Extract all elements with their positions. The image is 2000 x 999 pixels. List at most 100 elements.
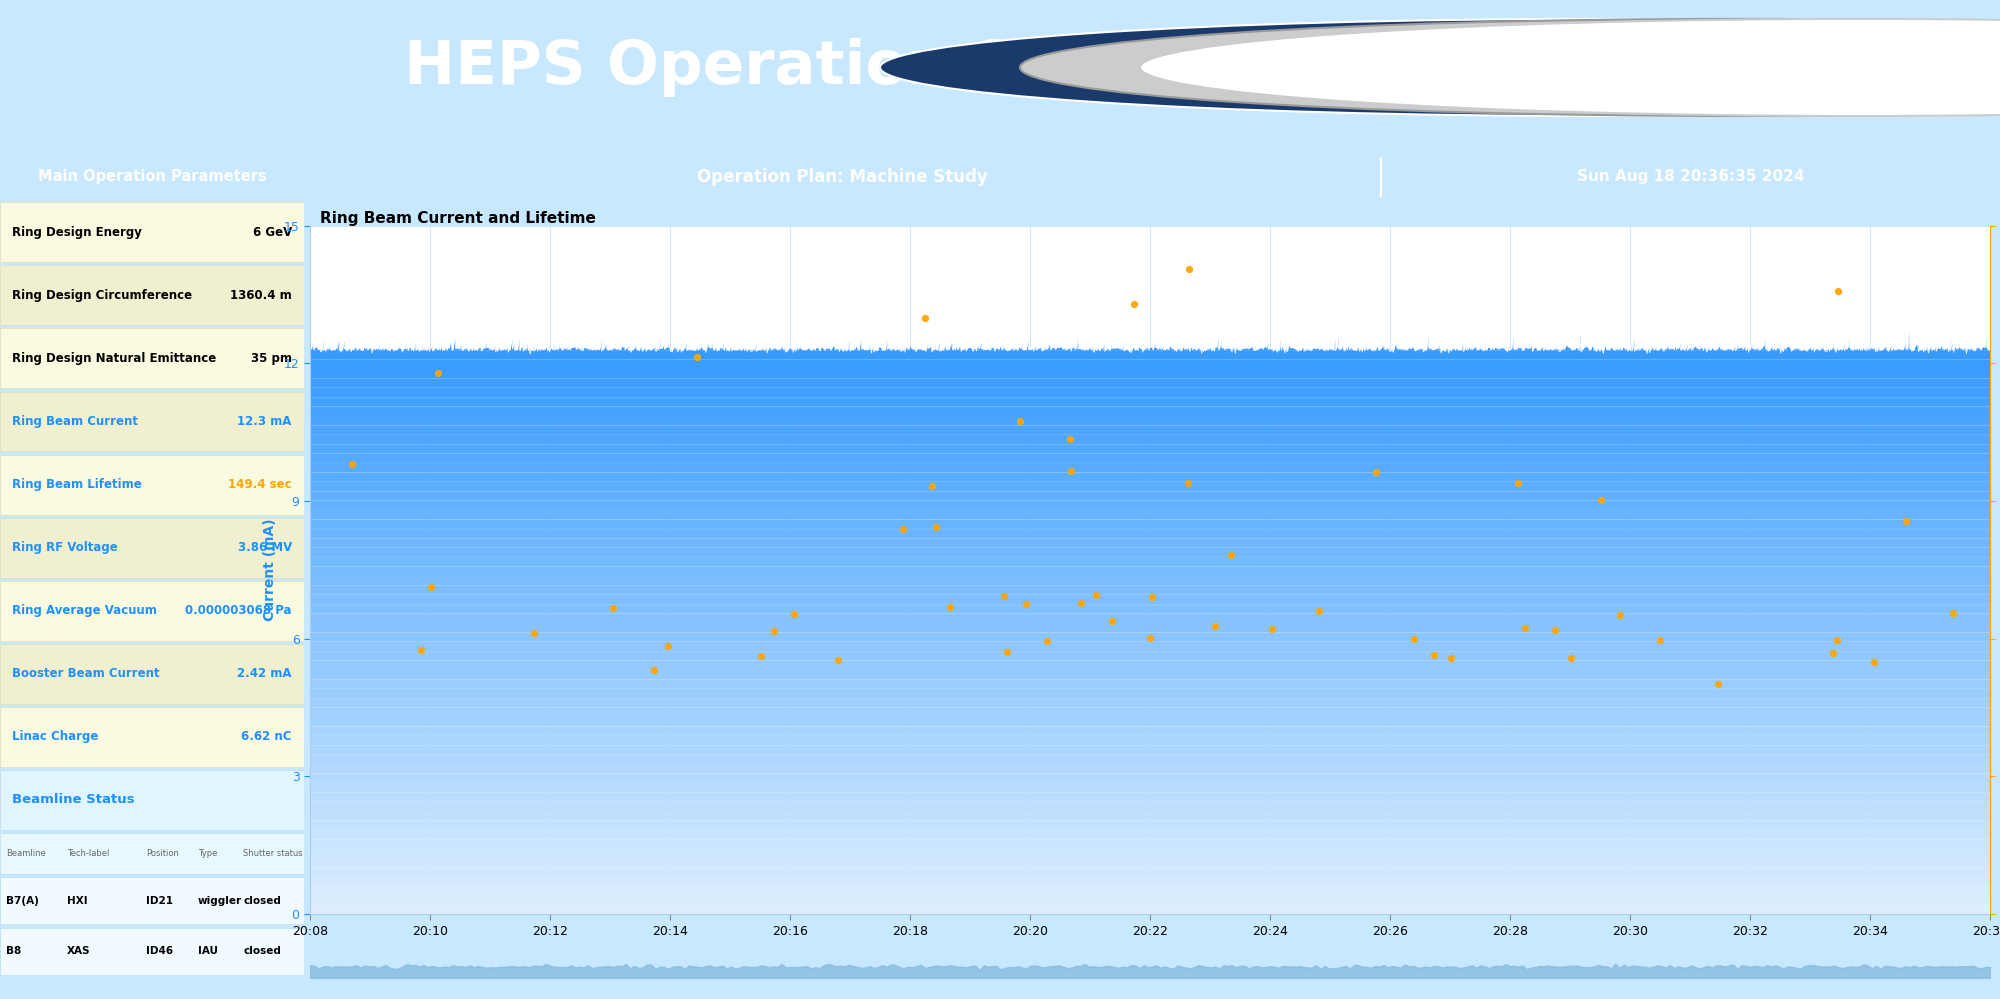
Point: [1302, 602, 1334, 618]
Text: Linac Charge: Linac Charge: [12, 730, 98, 743]
Point: [336, 456, 368, 472]
Text: HEPS Operation Status: HEPS Operation Status: [404, 38, 1196, 97]
Text: Ring Design Natural Emittance: Ring Design Natural Emittance: [12, 352, 216, 365]
Text: Type: Type: [198, 849, 216, 858]
Text: Main Operation Parameters: Main Operation Parameters: [38, 169, 266, 185]
Text: closed: closed: [244, 946, 282, 956]
Point: [988, 588, 1020, 604]
Point: [778, 605, 810, 621]
Text: 0.000003068 Pa: 0.000003068 Pa: [186, 604, 292, 617]
Text: B8: B8: [6, 946, 22, 956]
Bar: [0, 329, 304, 389]
Text: ID21: ID21: [146, 896, 172, 906]
Point: [1418, 647, 1450, 663]
Point: [758, 622, 790, 638]
Point: [518, 625, 550, 641]
Text: Beamline Status: Beamline Status: [12, 793, 134, 806]
Point: [1096, 613, 1128, 629]
Point: [1816, 644, 1848, 660]
Bar: [0, 266, 304, 326]
Point: [1398, 631, 1430, 647]
Point: [888, 521, 920, 537]
Point: [1004, 414, 1036, 430]
Point: [992, 644, 1024, 660]
Text: Operation Plan: Machine Study: Operation Plan: Machine Study: [698, 168, 988, 186]
Text: 3.86 MV: 3.86 MV: [238, 541, 292, 554]
Point: [920, 519, 952, 535]
Text: 6.62 nC: 6.62 nC: [242, 730, 292, 743]
Text: Ring RF Voltage: Ring RF Voltage: [12, 541, 118, 554]
Point: [1172, 476, 1204, 492]
Point: [1890, 512, 1922, 528]
Point: [1054, 432, 1086, 448]
Text: Booster Beam Current: Booster Beam Current: [12, 667, 160, 680]
Point: [1644, 632, 1676, 648]
Point: [1554, 650, 1586, 666]
Text: IAU: IAU: [198, 946, 218, 956]
Point: [1604, 606, 1636, 622]
Circle shape: [1020, 19, 2000, 116]
Y-axis label: Current (mA): Current (mA): [262, 518, 276, 621]
Circle shape: [1140, 19, 2000, 116]
Text: Ring Beam Lifetime: Ring Beam Lifetime: [12, 479, 142, 492]
Point: [416, 579, 448, 595]
Bar: [0, 392, 304, 452]
Bar: [0, 877, 304, 924]
Bar: [0, 455, 304, 514]
Point: [1540, 621, 1572, 637]
Point: [1216, 546, 1248, 562]
Text: Beamline: Beamline: [6, 849, 46, 858]
Point: [1586, 492, 1618, 507]
Bar: [0, 643, 304, 703]
Point: [1436, 650, 1468, 666]
Point: [1134, 630, 1166, 646]
Bar: [0, 707, 304, 767]
Bar: [0, 770, 304, 830]
Circle shape: [880, 19, 2000, 116]
Point: [1136, 588, 1168, 604]
Point: [422, 366, 454, 382]
Text: wiggler: wiggler: [198, 896, 242, 906]
Point: [404, 642, 436, 658]
Point: [1080, 587, 1112, 603]
Text: Position: Position: [146, 849, 178, 858]
Point: [1030, 633, 1062, 649]
Text: Ring Beam Current and Lifetime: Ring Beam Current and Lifetime: [320, 211, 596, 226]
Text: Shutter status: Shutter status: [244, 849, 302, 858]
Point: [1174, 261, 1206, 277]
Point: [916, 478, 948, 494]
Point: [652, 637, 684, 653]
Text: 6 GeV: 6 GeV: [252, 226, 292, 239]
Text: Ring Beam Current: Ring Beam Current: [12, 415, 138, 428]
Point: [934, 598, 966, 614]
Point: [1822, 283, 1854, 299]
Point: [908, 310, 940, 326]
Bar: [0, 833, 304, 874]
Text: Sun Aug 18 20:36:35 2024: Sun Aug 18 20:36:35 2024: [1576, 169, 1804, 185]
Point: [1822, 632, 1854, 648]
Text: B7(A): B7(A): [6, 896, 38, 906]
Point: [744, 648, 776, 664]
Point: [598, 600, 630, 616]
Text: Ring Design Energy: Ring Design Energy: [12, 226, 142, 239]
Text: Ring Design Circumference: Ring Design Circumference: [12, 289, 192, 302]
Text: 35 pm: 35 pm: [250, 352, 292, 365]
Text: closed: closed: [244, 896, 282, 906]
Point: [1054, 463, 1086, 479]
Point: [1198, 617, 1230, 633]
Bar: [0, 580, 304, 640]
Point: [1702, 676, 1734, 692]
Text: 149.4 sec: 149.4 sec: [228, 479, 292, 492]
Bar: [0, 927, 304, 975]
Bar: [0, 203, 304, 263]
Point: [1010, 595, 1042, 611]
Text: XAS: XAS: [66, 946, 90, 956]
Point: [822, 651, 854, 667]
Point: [638, 662, 670, 678]
Point: [1510, 620, 1542, 636]
Point: [1118, 296, 1150, 312]
Text: 2.42 mA: 2.42 mA: [238, 667, 292, 680]
Point: [1256, 621, 1288, 637]
Text: 1360.4 m: 1360.4 m: [230, 289, 292, 302]
Text: Ring Average Vacuum: Ring Average Vacuum: [12, 604, 158, 617]
